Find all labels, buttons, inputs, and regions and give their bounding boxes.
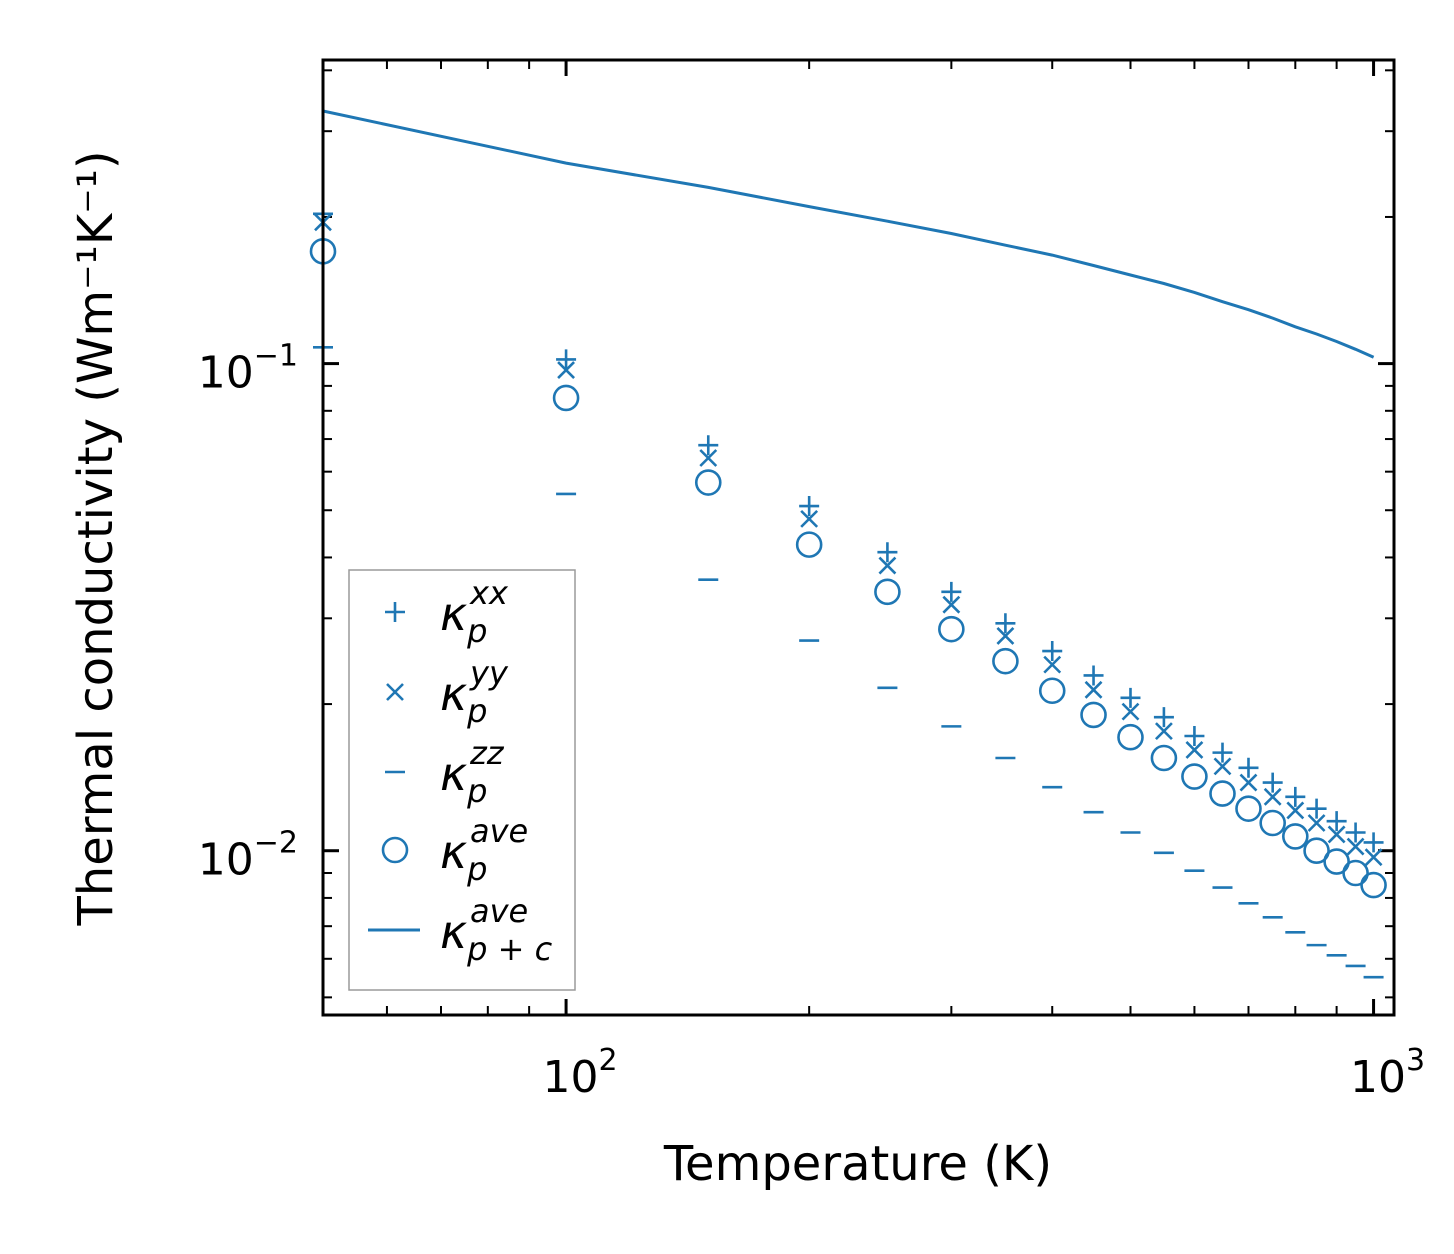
- data-point: [1326, 811, 1347, 832]
- legend-label: κpxx: [440, 574, 509, 650]
- x-tick-label: 102: [543, 1043, 618, 1103]
- data-point: [942, 595, 961, 614]
- legend-label: κp + cave: [440, 892, 553, 968]
- data-point: [1154, 722, 1173, 741]
- legend-item-kappa_p_ave: κpave: [381, 812, 528, 888]
- legend-marker: [381, 836, 409, 864]
- data-point: [878, 556, 897, 575]
- legend-item-kappa_p_xx: κpxx: [385, 574, 509, 650]
- legend-label: κpzz: [440, 734, 505, 810]
- y-tick-label: 10−2: [198, 826, 298, 886]
- series-kappa_p_yy: [314, 213, 1383, 867]
- data-point: [699, 449, 718, 467]
- data-point: [556, 349, 577, 370]
- data-point: [1306, 798, 1327, 819]
- series-layer: [309, 109, 1387, 979]
- data-point: [1360, 871, 1387, 899]
- series-kappa_p_xx: [313, 203, 1384, 853]
- data-point: [1083, 665, 1104, 686]
- legend-label: κpyy: [440, 654, 509, 730]
- data-point: [799, 496, 820, 517]
- data-point: [1117, 723, 1144, 751]
- series-kappa_p+c_ave: [322, 109, 1375, 359]
- data-point: [1080, 701, 1107, 729]
- data-point: [1184, 725, 1205, 746]
- data-point: [800, 509, 819, 528]
- legend-marker: [385, 602, 405, 622]
- data-point: [1181, 763, 1208, 790]
- legend-frame: [348, 569, 576, 991]
- data-point: [1263, 787, 1282, 806]
- data-point: [1303, 837, 1330, 865]
- data-point: [1259, 809, 1286, 837]
- data-point: [1239, 773, 1258, 792]
- data-point: [1212, 742, 1233, 763]
- series-kappa_p_ave: [309, 238, 1387, 899]
- data-point: [1286, 801, 1305, 820]
- data-point: [1213, 757, 1232, 776]
- x-axis-label: Temperature (K): [663, 1136, 1052, 1192]
- y-axis-label: Thermal conductivity (Wm⁻¹K⁻¹): [68, 150, 124, 926]
- data-point: [552, 384, 580, 412]
- data-point: [1042, 641, 1063, 662]
- data-point: [877, 542, 898, 563]
- data-point: [992, 647, 1019, 675]
- data-point: [1038, 677, 1066, 705]
- data-point: [996, 627, 1015, 645]
- x-tick-label: 103: [1350, 1043, 1425, 1103]
- data-point: [1323, 848, 1350, 875]
- y-tick-label: 10−1: [198, 339, 298, 399]
- data-point: [1345, 822, 1366, 843]
- series-kappa_p_zz: [313, 346, 1384, 979]
- legend-marker: [386, 683, 404, 701]
- data-point: [1084, 680, 1103, 699]
- data-point: [938, 615, 965, 643]
- data-point: [1342, 859, 1369, 887]
- data-point: [874, 578, 901, 606]
- data-point: [1120, 687, 1141, 708]
- series-line: [322, 109, 1375, 359]
- data-point: [1235, 795, 1262, 822]
- data-point: [1364, 848, 1383, 867]
- data-point: [1153, 707, 1174, 728]
- data-point: [1121, 702, 1140, 721]
- data-point: [1150, 744, 1178, 772]
- data-point: [1043, 655, 1062, 674]
- data-point: [1363, 832, 1384, 853]
- data-point: [941, 581, 962, 602]
- data-point: [698, 435, 719, 456]
- major-ticks: [323, 60, 1394, 1015]
- data-point: [1307, 814, 1326, 832]
- data-point: [795, 531, 823, 558]
- data-point: [995, 613, 1016, 634]
- legend-item-kappa_p+c_ave: κp + cave: [368, 892, 553, 968]
- data-point: [1209, 780, 1236, 807]
- legend-label: κpave: [440, 812, 528, 888]
- plot-frame: [321, 58, 1396, 1017]
- data-point: [1262, 772, 1283, 793]
- legend-item-kappa_p_zz: κpzz: [385, 734, 505, 810]
- data-point: [1282, 823, 1309, 850]
- data-point: [1346, 837, 1365, 856]
- data-point: [557, 361, 575, 379]
- data-point: [1238, 757, 1259, 778]
- data-point: [694, 469, 722, 496]
- legend-item-kappa_p_yy: κpyy: [386, 654, 509, 730]
- data-point: [1185, 741, 1204, 759]
- data-point: [1285, 786, 1306, 807]
- data-point: [1327, 825, 1346, 844]
- tick-labels: 102 103 10−1 10−2: [198, 339, 1425, 1103]
